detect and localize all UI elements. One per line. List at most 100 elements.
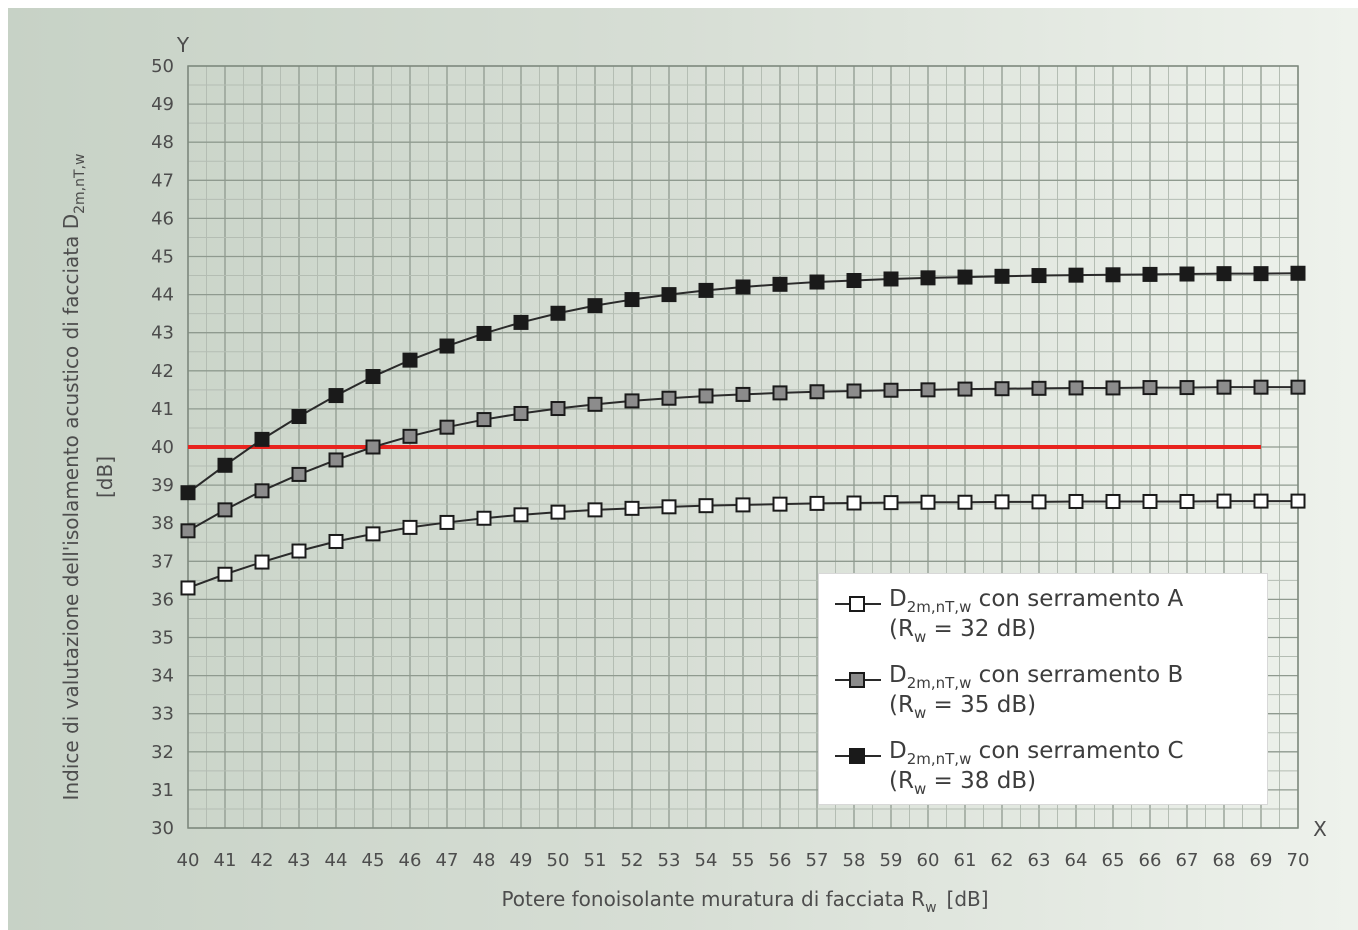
- series-c-point: [291, 409, 307, 425]
- x-tick-label: 64: [1065, 850, 1088, 871]
- legend-label-b-main: D: [889, 662, 907, 688]
- series-c-point: [476, 325, 492, 341]
- legend-label-b-sub: 2m,nT,w: [906, 674, 972, 692]
- x-tick-label: 43: [288, 850, 311, 871]
- legend-entry-c: D2m,nT,w con serramento C (Rw = 38 dB): [835, 738, 1255, 804]
- legend-note-a-rest: = 32 dB): [926, 616, 1037, 642]
- series-b-point: [550, 401, 566, 417]
- x-tick-label: 50: [547, 850, 570, 871]
- x-tick-label: 58: [843, 850, 866, 871]
- x-tick-label: 42: [251, 850, 274, 871]
- series-a-point: [624, 500, 640, 516]
- legend-note-b: (Rw = 35 dB): [889, 692, 1036, 722]
- legend-label-c-sub: 2m,nT,w: [906, 750, 972, 768]
- y-tick-label: 46: [151, 208, 174, 229]
- series-c-point: [328, 388, 344, 404]
- x-tick-label: 63: [1028, 850, 1051, 871]
- legend: D2m,nT,w con serramento A (Rw = 32 dB) D…: [818, 573, 1268, 805]
- series-a-point: [1142, 493, 1158, 509]
- legend-swatch-c: [835, 748, 881, 764]
- x-tick-label: 57: [806, 850, 829, 871]
- series-b-point: [883, 382, 899, 398]
- series-b-point: [291, 466, 307, 482]
- y-tick-label: 38: [151, 513, 174, 534]
- y-axis-title-main: Indice di valutazione dell'isolamento ac…: [59, 214, 83, 801]
- series-c-point: [735, 279, 751, 295]
- legend-entry-a: D2m,nT,w con serramento A (Rw = 32 dB): [835, 586, 1255, 652]
- series-b-point: [661, 390, 677, 406]
- legend-entry-b: D2m,nT,w con serramento B (Rw = 35 dB): [835, 662, 1255, 728]
- series-b-point: [365, 439, 381, 455]
- y-axis-title-sub: 2m,nT,w: [72, 154, 88, 214]
- legend-swatch-b: [835, 672, 881, 688]
- series-c-point: [1105, 267, 1121, 283]
- legend-label-a: D2m,nT,w con serramento A: [889, 586, 1183, 616]
- series-c-point: [402, 352, 418, 368]
- legend-note-c-rest: = 38 dB): [926, 768, 1037, 794]
- x-tick-label: 56: [769, 850, 792, 871]
- series-a-point: [217, 566, 233, 582]
- series-b-point: [513, 405, 529, 421]
- legend-note-c-main: (R: [889, 768, 914, 794]
- series-c-point: [1253, 266, 1269, 282]
- series-a-point: [846, 495, 862, 511]
- series-a-point: [587, 502, 603, 518]
- series-c-point: [957, 269, 973, 285]
- series-a-point: [550, 504, 566, 520]
- legend-marker-b: [849, 672, 865, 688]
- series-c-point: [587, 298, 603, 314]
- series-b-point: [957, 381, 973, 397]
- series-a-point: [883, 495, 899, 511]
- x-tick-label: 48: [473, 850, 496, 871]
- series-b-point: [1216, 379, 1232, 395]
- series-b-point: [1142, 380, 1158, 396]
- series-c-point: [1068, 267, 1084, 283]
- series-c-point: [439, 338, 455, 354]
- legend-note-c: (Rw = 38 dB): [889, 768, 1037, 798]
- series-c-point: [1216, 266, 1232, 282]
- y-tick-label: 45: [151, 247, 174, 268]
- series-c-point: [994, 268, 1010, 284]
- series-c-point: [809, 274, 825, 290]
- legend-label-b: D2m,nT,w con serramento B: [889, 662, 1183, 692]
- series-c-point: [661, 287, 677, 303]
- y-tick-label: 35: [151, 628, 174, 649]
- y-tick-label: 41: [151, 399, 174, 420]
- series-c-point: [772, 276, 788, 292]
- series-b-point: [624, 393, 640, 409]
- y-tick-label: 39: [151, 475, 174, 496]
- x-tick-label: 47: [436, 850, 459, 871]
- legend-marker-c: [849, 748, 865, 764]
- tick-labels: 40 41 42 43 44 45 46 47 48 49 50 51 52 53 54 55 56 57 58 59…: [151, 56, 1309, 871]
- series-b-point: [1068, 380, 1084, 396]
- x-tick-label: 51: [584, 850, 607, 871]
- series-c-point: [698, 282, 714, 298]
- series-b-point: [402, 428, 418, 444]
- series-b-point: [994, 381, 1010, 397]
- series-b-point: [1290, 379, 1306, 395]
- series-a-point: [772, 496, 788, 512]
- y-tick-label: 44: [151, 285, 174, 306]
- x-tick-label: 70: [1287, 850, 1310, 871]
- series-b-point: [846, 383, 862, 399]
- series-a-point: [1105, 493, 1121, 509]
- series-a-point: [291, 543, 307, 559]
- series-a-point: [920, 494, 936, 510]
- series-b-point: [920, 382, 936, 398]
- legend-label-c-main: D: [889, 738, 907, 764]
- y-tick-label: 43: [151, 323, 174, 344]
- series-a-point: [328, 533, 344, 549]
- x-tick-label: 62: [991, 850, 1014, 871]
- series-a-point: [661, 499, 677, 515]
- series-a-point: [1031, 494, 1047, 510]
- chart-svg: 40 41 42 43 44 45 46 47 48 49 50 51 52 53 54 55 56 57 58 59…: [59, 33, 1327, 916]
- x-tick-label: 65: [1102, 850, 1125, 871]
- series-b-point: [809, 384, 825, 400]
- series-b-point: [1179, 380, 1195, 396]
- legend-note-a: (Rw = 32 dB): [889, 616, 1037, 646]
- series-a-point: [1290, 493, 1306, 509]
- legend-marker-a: [849, 596, 865, 612]
- y-tick-label: 37: [151, 551, 174, 572]
- legend-label-a-sub: 2m,nT,w: [906, 598, 972, 616]
- series-a-point: [439, 514, 455, 530]
